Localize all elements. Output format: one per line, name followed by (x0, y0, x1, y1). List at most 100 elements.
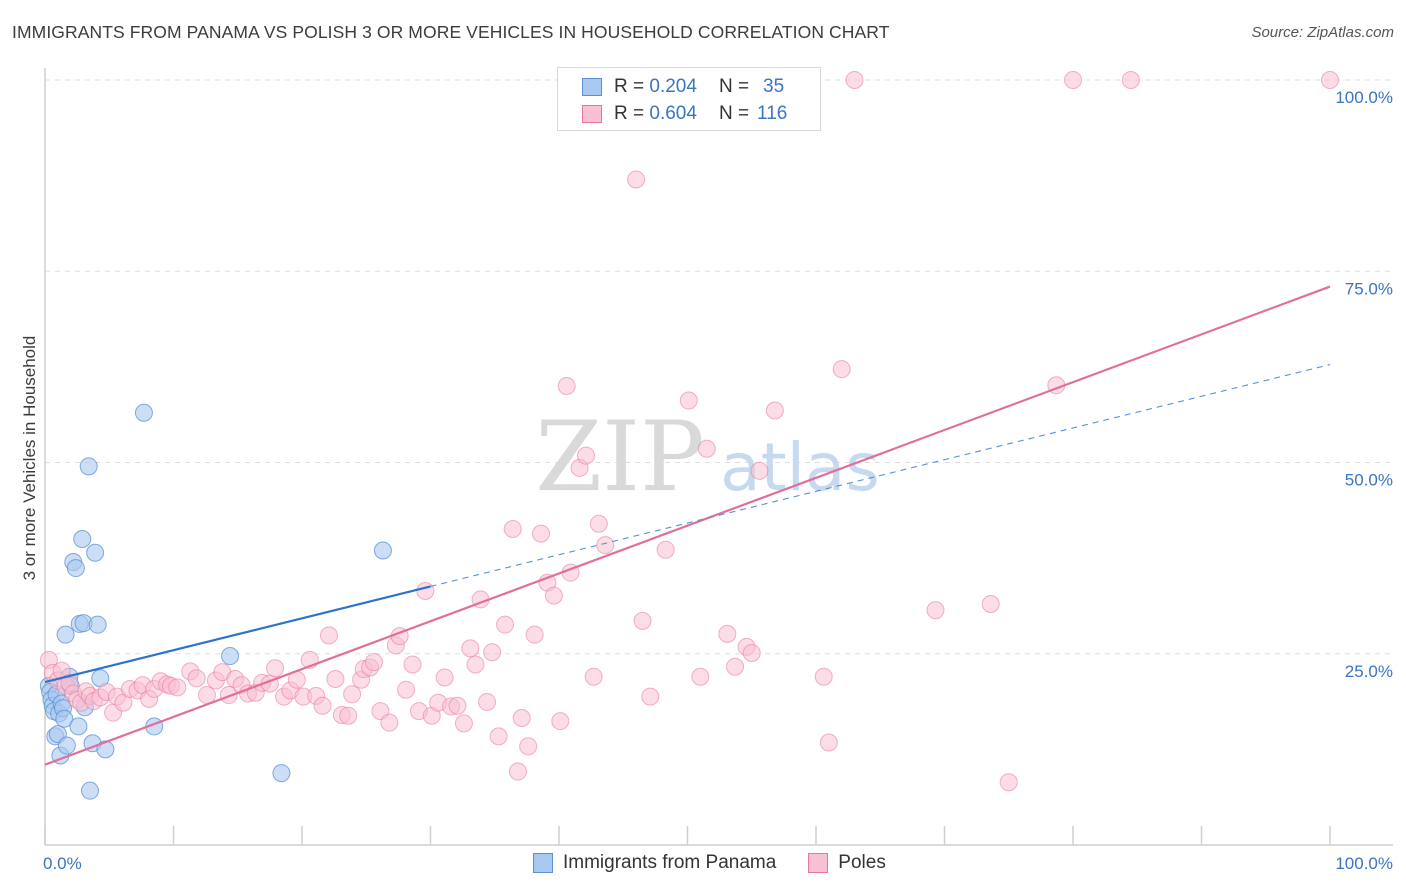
stats-row-poles: R = 0.604 N = 116 (582, 101, 787, 127)
series-legend: Immigrants from Panama Poles (533, 852, 918, 874)
data-point-poles (448, 696, 467, 715)
data-point-poles (845, 71, 864, 89)
n-label: N = (718, 103, 750, 124)
trend-line-poles (44, 285, 1331, 766)
x-tick-label: 0.0% (43, 854, 82, 873)
data-point-poles (544, 586, 563, 605)
r-label: R = (614, 103, 645, 124)
data-point-poles (596, 536, 615, 555)
trend-lines (44, 285, 1331, 766)
y-tick-label: 50.0% (1345, 471, 1393, 490)
data-point-poles (1064, 71, 1082, 89)
data-point-poles (326, 669, 345, 688)
data-point-poles (656, 540, 675, 559)
data-point-poles (478, 692, 497, 711)
data-point-poles (551, 712, 570, 731)
r-label: R = (614, 76, 645, 97)
data-point-poles (343, 685, 362, 704)
data-point-poles (454, 714, 473, 733)
data-point-poles (742, 643, 761, 662)
trend-line-panama-extension (430, 364, 1331, 587)
y-tick-label: 100.0% (1335, 88, 1393, 107)
source-credit: Source: ZipAtlas.com (1251, 24, 1394, 41)
data-point-panama (56, 625, 75, 644)
data-point-poles (483, 643, 502, 662)
grid-lines (45, 79, 1395, 655)
data-point-poles (832, 360, 851, 379)
data-point-poles (576, 446, 595, 465)
data-point-poles (496, 615, 515, 634)
data-point-poles (187, 669, 206, 688)
data-point-poles (435, 668, 454, 687)
chart-title: IMMIGRANTS FROM PANAMA VS POLISH 3 OR MO… (12, 22, 890, 42)
data-point-poles (168, 678, 187, 697)
data-point-poles (397, 680, 416, 699)
legend-swatch-panama (582, 78, 602, 96)
data-point-poles (532, 524, 551, 543)
data-point-panama (86, 543, 105, 562)
data-point-poles (641, 687, 660, 706)
y-tick-label: 75.0% (1345, 279, 1393, 298)
r-value: 0.604 (649, 103, 697, 124)
series-poles-points (39, 71, 1339, 792)
data-point-panama (66, 559, 85, 578)
legend-swatch-panama (533, 853, 553, 873)
data-point-poles (697, 439, 716, 458)
legend-item-poles[interactable]: Poles (808, 852, 886, 874)
data-point-poles (981, 595, 1000, 614)
data-point-poles (557, 377, 576, 395)
n-value: 116 (757, 103, 788, 124)
stats-legend: R = 0.204 N = 35 R = 0.604 N = 116 (557, 67, 821, 131)
data-point-poles (679, 391, 698, 410)
data-point-poles (489, 727, 508, 746)
data-point-poles (819, 733, 838, 752)
data-point-panama (373, 541, 392, 560)
data-point-poles (718, 624, 737, 643)
data-point-poles (519, 737, 538, 756)
data-point-poles (416, 582, 435, 601)
data-point-poles (589, 514, 608, 533)
legend-label-panama: Immigrants from Panama (563, 852, 777, 873)
data-point-panama (88, 615, 107, 634)
data-point-poles (765, 401, 784, 420)
data-point-panama (134, 403, 153, 422)
data-point-poles (926, 601, 945, 620)
data-point-poles (627, 170, 646, 189)
data-point-poles (512, 709, 531, 728)
r-value: 0.204 (649, 76, 697, 97)
data-point-poles (1121, 71, 1140, 89)
stats-row-panama: R = 0.204 N = 35 (582, 74, 784, 100)
data-point-panama (55, 709, 74, 728)
data-point-poles (403, 655, 422, 674)
series-panama-points (39, 403, 392, 800)
data-point-poles (461, 639, 480, 658)
data-point-poles (197, 686, 216, 705)
data-point-poles (1321, 71, 1339, 89)
data-point-poles (750, 461, 769, 480)
watermark-zip: ZIP (535, 401, 704, 513)
trend-line-panama (44, 585, 431, 684)
data-point-poles (339, 706, 358, 725)
data-point-panama (57, 736, 76, 755)
watermark: ZIP atlas (535, 401, 879, 513)
axes (44, 68, 1393, 846)
legend-item-panama[interactable]: Immigrants from Panama (533, 852, 776, 874)
data-point-poles (313, 696, 332, 715)
data-point-poles (219, 686, 238, 705)
data-point-poles (691, 667, 710, 686)
data-point-poles (633, 611, 652, 630)
data-point-panama (69, 717, 88, 736)
data-point-poles (999, 773, 1018, 792)
data-point-panama (221, 647, 240, 666)
legend-swatch-poles (808, 853, 829, 873)
data-point-poles (508, 762, 527, 781)
data-point-panama (73, 530, 92, 548)
legend-label-poles: Poles (838, 852, 886, 873)
data-point-panama (80, 781, 99, 800)
watermark-atlas: atlas (720, 429, 880, 506)
data-point-panama (96, 740, 115, 759)
data-point-poles (584, 667, 603, 686)
legend-swatch-poles (582, 105, 602, 123)
n-label: N = (718, 76, 750, 97)
